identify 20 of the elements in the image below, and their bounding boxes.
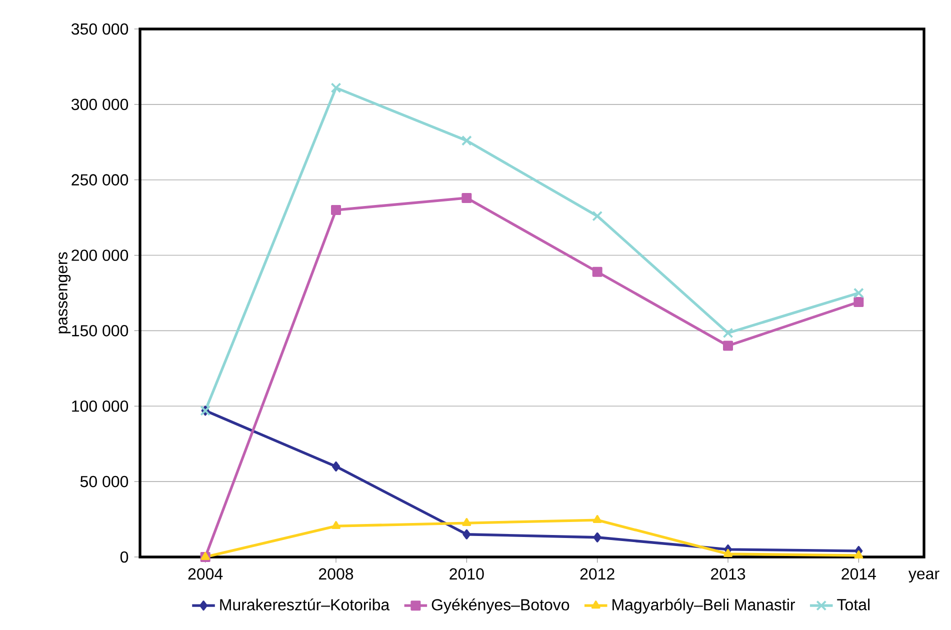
y-tick-label: 150 000 [72, 325, 128, 336]
x-tick-label: 2014 [842, 568, 876, 580]
y-tick-label: 50 000 [80, 476, 128, 488]
x-axis-title: year [908, 570, 940, 583]
x-tick-label: 2013 [710, 568, 746, 580]
y-tick-label: 250 000 [72, 174, 128, 186]
x-tick-label: 2010 [450, 568, 484, 580]
legend-label: Murakeresztúr–Kotoriba [220, 598, 390, 610]
legend-label: Total [837, 598, 870, 610]
legend-label: Gyékényes–Botovo [432, 598, 570, 614]
x-tick-label: 2004 [188, 568, 223, 580]
y-tick-label: 0 [120, 551, 128, 563]
y-tick-label: 350 000 [71, 23, 128, 35]
y-tick-label: 300 000 [71, 98, 128, 110]
y-tick-label: 200 000 [72, 250, 128, 261]
x-tick-label: 2012 [580, 568, 614, 580]
y-axis-title: passengers [58, 252, 71, 334]
legend-label: Magyarbóly–Beli Manastir [612, 598, 795, 614]
y-tick-label: 100 000 [72, 400, 128, 412]
x-tick-label: 2008 [319, 568, 354, 580]
